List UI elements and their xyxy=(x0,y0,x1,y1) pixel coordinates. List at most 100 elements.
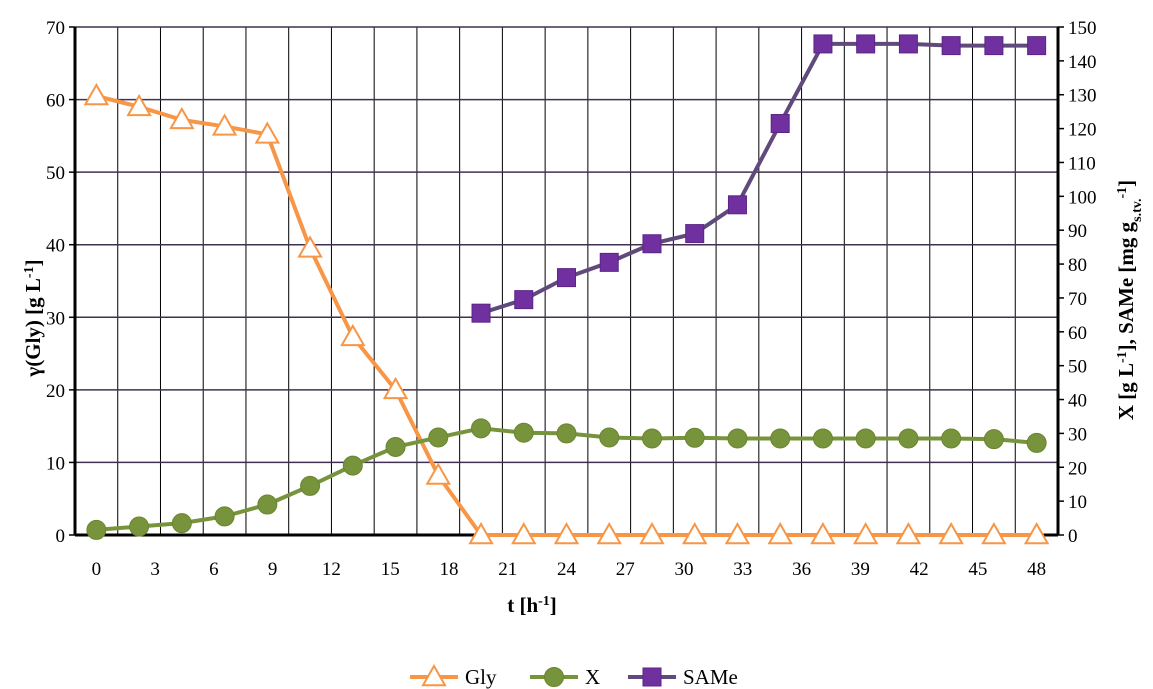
legend-same-label: SAMe xyxy=(683,665,738,689)
series-same-point xyxy=(471,303,491,323)
series-x-point xyxy=(641,428,662,449)
series-gly-point xyxy=(468,521,494,545)
series-gly-line xyxy=(95,94,1037,537)
series-x-point xyxy=(855,428,876,449)
series-x-point xyxy=(727,428,748,449)
grid xyxy=(74,26,1059,535)
y-right-tick-label: 60 xyxy=(1068,323,1087,344)
x-tick-label: 18 xyxy=(439,559,458,580)
y-left-tick-label: 20 xyxy=(46,381,65,402)
series-gly-point xyxy=(767,521,793,545)
series-gly-point xyxy=(810,521,836,545)
series-x-point xyxy=(513,422,534,443)
series-gly-point xyxy=(83,82,110,106)
y-right-tick-label: 50 xyxy=(1068,357,1087,378)
series-gly-point xyxy=(596,521,622,545)
series-x-point xyxy=(129,516,150,537)
x-tick-label: 15 xyxy=(381,559,400,580)
legend-gly-marker xyxy=(421,663,447,687)
series-same-point xyxy=(856,34,876,54)
y-left-axis-title: γ(Gly) [g L-1] xyxy=(21,259,45,377)
series-x-point xyxy=(214,506,235,527)
series-same xyxy=(471,34,1047,323)
series-x-point xyxy=(428,427,449,448)
series-same-point xyxy=(727,195,747,215)
series-x-point xyxy=(770,428,791,449)
series-gly-point xyxy=(254,121,281,144)
series-same-point xyxy=(770,114,790,134)
legend-item-same: SAMe xyxy=(628,665,738,689)
series-x-point xyxy=(898,428,919,449)
series-gly-point xyxy=(511,521,537,545)
series-gly-point xyxy=(981,521,1007,545)
x-tick-label: 42 xyxy=(910,559,929,580)
y-right-axis-title: X [g L-1], SAMe [mg gs.tv.-1] xyxy=(1114,180,1145,420)
series-x-point xyxy=(556,423,577,444)
x-tick-label: 12 xyxy=(322,559,341,580)
y-left-tick-label: 70 xyxy=(46,18,65,39)
series-same-point xyxy=(984,36,1004,56)
x-tick-label: 30 xyxy=(675,559,694,580)
series-same-point xyxy=(557,268,576,288)
series-gly-point xyxy=(895,521,922,545)
series-x-point xyxy=(257,494,278,515)
series-gly-point xyxy=(340,323,366,347)
y-left-tick-label: 30 xyxy=(46,308,65,329)
series-gly-point xyxy=(126,93,152,117)
series-x-point xyxy=(300,475,321,496)
series-same-point xyxy=(898,34,918,54)
series-gly-point xyxy=(724,521,751,545)
series-x-point xyxy=(171,513,192,534)
y-right-tick-label: 120 xyxy=(1068,120,1097,141)
series-x-point xyxy=(385,436,406,457)
y-right-tick-label: 110 xyxy=(1068,153,1096,174)
x-tick-label: 45 xyxy=(968,559,987,580)
x-tick-label: 21 xyxy=(498,559,517,580)
series-x-point xyxy=(1026,432,1047,453)
x-tick-label: 0 xyxy=(92,559,102,580)
x-tick-label: 48 xyxy=(1027,559,1046,580)
x-tick-label: 36 xyxy=(792,559,811,580)
series-x-point xyxy=(941,428,962,449)
x-tick-label: 39 xyxy=(851,559,870,580)
legend-x-label: X xyxy=(585,665,600,689)
y-right-tick-labels: 0 10 20 30 40 50 60 70 80 90 100 110 120 130 140 150 xyxy=(1058,18,1097,547)
series-gly-point xyxy=(639,521,665,545)
y-left-tick-label: 0 xyxy=(56,526,66,547)
series-gly-point xyxy=(382,376,409,400)
x-tick-label: 24 xyxy=(557,559,577,580)
x-tick-label: 3 xyxy=(150,559,160,580)
series-same-point xyxy=(685,224,705,244)
series-x-line xyxy=(96,426,1037,532)
series-gly-point xyxy=(211,113,238,136)
series-gly-point xyxy=(681,521,708,545)
y-left-tick-label: 10 xyxy=(46,453,65,474)
y-right-tick-label: 140 xyxy=(1068,52,1097,73)
series-x xyxy=(86,418,1047,540)
x-tick-labels: 0 3 6 9 12 15 18 21 24 27 30 33 36 39 42 45 48 xyxy=(92,559,1047,580)
series-same-point xyxy=(813,34,833,54)
y-right-tick-label: 0 xyxy=(1068,526,1078,547)
series-same-point xyxy=(1027,36,1047,56)
series-x-point xyxy=(684,427,705,448)
y-right-tick-label: 90 xyxy=(1068,221,1087,242)
y-right-tick-label: 150 xyxy=(1068,18,1097,39)
x-tick-label: 33 xyxy=(733,559,752,580)
y-right-tick-label: 100 xyxy=(1068,187,1097,208)
series-gly xyxy=(83,82,1050,545)
y-right-tick-label: 70 xyxy=(1068,289,1087,310)
series-same-point xyxy=(599,252,619,272)
y-right-tick-label: 80 xyxy=(1068,255,1087,276)
x-tick-label: 9 xyxy=(268,559,278,580)
series-gly-point xyxy=(852,521,879,545)
y-left-tick-label: 50 xyxy=(46,163,65,184)
series xyxy=(83,34,1050,545)
x-axis-title: t [h-1] xyxy=(507,593,557,617)
legend: Gly X SAMe xyxy=(410,663,738,689)
legend-x-marker xyxy=(544,667,564,687)
series-same-point xyxy=(941,36,961,56)
series-x-point xyxy=(86,519,107,540)
y-right-tick-label: 130 xyxy=(1068,86,1097,107)
legend-item-x: X xyxy=(530,665,600,689)
